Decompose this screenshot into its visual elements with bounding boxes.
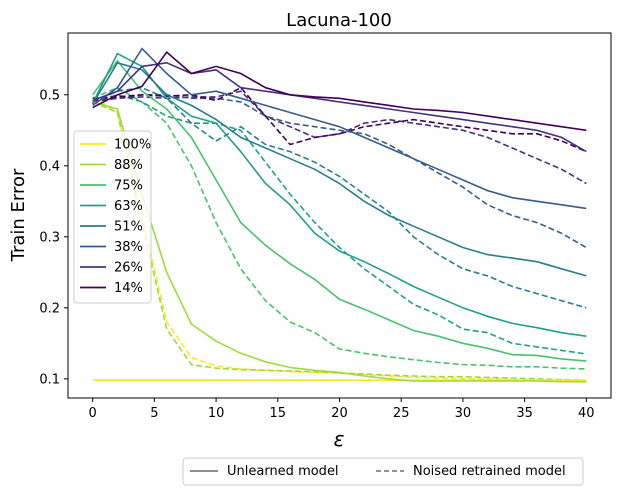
series-line-75%-retrained: [92, 86, 587, 370]
series-line-26%-retrained: [92, 90, 587, 185]
style-legend: Unlearned model Noised retrained model: [182, 457, 584, 486]
series-line-38%-unlearned: [92, 47, 587, 210]
series-legend: 100% 88% 75% 63% 51% 38% 26% 14%: [73, 130, 152, 304]
x-tick-label: 25: [393, 406, 410, 421]
y-tick-label: 0.1: [39, 372, 60, 387]
series-legend-frame: [73, 130, 152, 304]
series-legend-label-51%: 51%: [114, 220, 143, 235]
chart-title: Lacuna-100: [286, 10, 392, 31]
series-legend-label-75%: 75%: [114, 179, 143, 194]
x-tick-label: 15: [270, 406, 287, 421]
style-legend-frame: [182, 457, 584, 486]
style-legend-solid-label: Unlearned model: [227, 464, 339, 479]
series-line-26%-unlearned: [92, 61, 587, 153]
series-line-63%-unlearned: [91, 52, 587, 337]
y-tick-label: 0.5: [39, 88, 60, 103]
y-axis: 0.1 0.2 0.3 0.4 0.5: [39, 88, 68, 387]
series-legend-label-14%: 14%: [114, 281, 143, 296]
x-axis-label: ε: [334, 427, 345, 451]
x-tick-label: 30: [455, 406, 472, 421]
series-line-88%-retrained: [92, 101, 587, 381]
series-line-14%-unlearned: [92, 51, 587, 132]
style-legend-dashed-label: Noised retrained model: [413, 464, 566, 479]
series-legend-label-88%: 88%: [114, 158, 143, 173]
series-line-51%-retrained: [92, 86, 587, 309]
series-line-38%-retrained: [92, 94, 587, 249]
series-line-100%-retrained: [92, 96, 587, 382]
x-tick-label: 0: [89, 406, 97, 421]
x-tick-label: 10: [208, 406, 225, 421]
x-tick-label: 5: [150, 406, 158, 421]
series-legend-label-38%: 38%: [114, 240, 143, 255]
series-line-63%-retrained: [92, 93, 587, 355]
x-axis: 0 5 10 15 20 25 30 35 40: [89, 398, 595, 421]
y-tick-label: 0.3: [39, 230, 60, 245]
y-tick-label: 0.4: [39, 159, 60, 174]
series-legend-label-26%: 26%: [114, 261, 143, 276]
plot-layer: [91, 47, 587, 383]
series-legend-label-100%: 100%: [114, 138, 151, 153]
y-tick-label: 0.2: [39, 301, 60, 316]
series-line-88%-unlearned: [92, 101, 587, 383]
x-tick-label: 40: [578, 406, 595, 421]
series-line-14%-retrained: [92, 86, 587, 153]
series-legend-label-63%: 63%: [114, 199, 143, 214]
y-axis-label: Train Error: [8, 168, 29, 262]
series-line-75%-unlearned: [92, 59, 587, 362]
x-tick-label: 35: [516, 406, 533, 421]
x-tick-label: 20: [331, 406, 348, 421]
series-line-51%-unlearned: [92, 61, 587, 277]
